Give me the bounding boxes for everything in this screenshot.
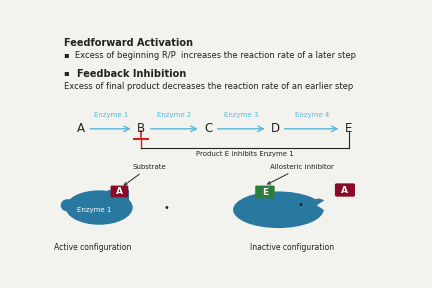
Text: C: C <box>204 122 212 135</box>
Text: Enzyme 1: Enzyme 1 <box>77 207 111 213</box>
Text: Allosteric inhibitor: Allosteric inhibitor <box>268 164 334 184</box>
Text: A: A <box>341 185 349 194</box>
Text: •: • <box>163 202 169 213</box>
Text: Enzyme 4: Enzyme 4 <box>295 112 329 118</box>
Text: •: • <box>297 200 303 210</box>
FancyBboxPatch shape <box>111 185 128 197</box>
Text: Feedback Inhibition: Feedback Inhibition <box>77 69 186 79</box>
Text: Product E inhibits Enzyme 1: Product E inhibits Enzyme 1 <box>196 151 294 157</box>
Ellipse shape <box>233 192 324 228</box>
Text: A: A <box>77 122 85 135</box>
Ellipse shape <box>60 199 74 211</box>
Wedge shape <box>317 200 329 211</box>
Text: Enzyme 3: Enzyme 3 <box>224 112 259 118</box>
Text: Enzyme 1: Enzyme 1 <box>94 112 128 118</box>
Text: D: D <box>270 122 280 135</box>
Text: E: E <box>345 122 353 135</box>
Text: Excess of final product decreases the reaction rate of an earlier step: Excess of final product decreases the re… <box>64 82 353 91</box>
Text: ▪: ▪ <box>64 69 75 78</box>
Text: Inactive configuration: Inactive configuration <box>250 243 334 252</box>
Text: Feedforward Activation: Feedforward Activation <box>64 38 193 48</box>
Text: B: B <box>137 122 145 135</box>
Text: Substrate: Substrate <box>124 164 166 185</box>
Text: Active configuration: Active configuration <box>54 243 131 252</box>
FancyBboxPatch shape <box>255 185 275 198</box>
Text: A: A <box>116 187 123 196</box>
Ellipse shape <box>310 199 327 212</box>
Ellipse shape <box>66 190 133 225</box>
FancyBboxPatch shape <box>335 183 355 197</box>
FancyBboxPatch shape <box>108 190 129 201</box>
Text: Enzyme 2: Enzyme 2 <box>157 112 192 118</box>
Text: E: E <box>262 187 268 196</box>
Text: ▪  Excess of beginning R/P  increases the reaction rate of a later step: ▪ Excess of beginning R/P increases the … <box>64 51 356 60</box>
